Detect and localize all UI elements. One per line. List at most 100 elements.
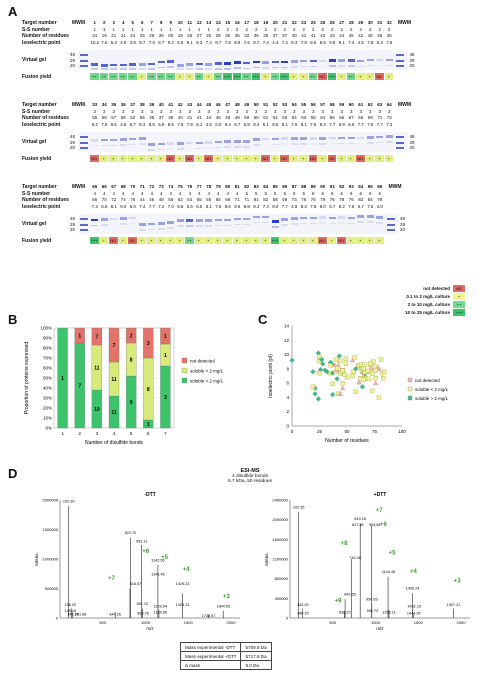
peak-label: 962.72	[367, 609, 379, 613]
gel-band-faint	[328, 65, 336, 67]
mass-value: 5717.6 Da	[240, 651, 272, 661]
pi-cell: 7.4	[262, 39, 269, 45]
peak-label: 954.83	[366, 597, 378, 601]
pi-cell: 7.3	[386, 121, 393, 127]
fusion-yield-cell: +	[337, 73, 347, 80]
legend-label: not detected	[190, 359, 215, 364]
ss-cell: 6	[369, 190, 372, 196]
peak-label: 953.11	[136, 539, 147, 543]
bar-segment	[125, 327, 137, 344]
res-cell: 36	[253, 33, 259, 38]
ss-cell: 1	[93, 26, 96, 32]
fusion-yield-cell: +	[109, 155, 119, 162]
res-cell: 46	[386, 33, 392, 38]
gel-band-faint	[157, 66, 165, 69]
gel-band	[243, 61, 250, 65]
ss-cell: 3	[340, 108, 343, 114]
y-tick-label: 2000000	[42, 498, 58, 503]
scatter-point-low	[310, 384, 316, 389]
gel-band	[214, 140, 222, 144]
y-tick-label: 800000	[275, 576, 289, 581]
ss-cell: 1	[131, 26, 134, 32]
gel-band	[252, 138, 260, 141]
marker-band	[80, 136, 88, 138]
ss-cell: 1	[207, 26, 210, 32]
bar-data-label: 10	[94, 407, 100, 413]
pi-cell: 6.7	[357, 203, 364, 209]
scatter-point-not-detected	[356, 379, 362, 385]
x-tick-label: 0	[291, 429, 294, 434]
gel-band	[319, 216, 326, 219]
charge-state-label: +6	[380, 522, 388, 528]
legend-swatch: +++	[453, 308, 465, 316]
pi-cell: 8.1	[300, 121, 307, 127]
ss-cell: 5	[283, 190, 286, 196]
bar-data-label: 9	[130, 400, 133, 406]
fusion-yield-cell: +	[327, 237, 337, 244]
ss-cell: 1	[188, 26, 191, 32]
marker-label-right: 29	[409, 58, 415, 63]
pi-cell: 7.6	[291, 121, 298, 127]
legend-label: 0.1 to 2 mg/L culture	[406, 293, 450, 299]
gel-band	[205, 219, 212, 222]
pi-cell: 9.2	[167, 39, 174, 45]
fusion-yield-cell: +++	[327, 73, 337, 80]
ss-cell: 2	[293, 26, 296, 32]
gel-band	[366, 215, 374, 218]
res-cell: 69	[282, 197, 288, 202]
legend-swatch	[181, 367, 188, 374]
ss-cell: 3	[378, 108, 381, 114]
ss-cell: 3	[188, 108, 191, 114]
gel-band-faint	[290, 223, 298, 225]
mass-label: Δ mass	[179, 660, 242, 670]
marker-label: 20	[70, 145, 76, 150]
gel-band-faint	[91, 68, 98, 70]
pi-cell: 6.1	[262, 121, 269, 127]
legend-swatch	[407, 386, 413, 392]
peak-label: 1429.23	[176, 582, 190, 586]
gel-band-faint	[138, 229, 146, 231]
fusion-yield-cell: ND	[337, 237, 347, 244]
gel-band-faint	[110, 223, 117, 226]
y-tick-label: 40%	[43, 386, 52, 391]
y-tick-label: 1200000	[272, 557, 288, 562]
charge-state-label: +7	[376, 508, 384, 514]
gel-band-faint	[138, 68, 146, 70]
row-label-pi: Isoelectric point	[22, 121, 61, 128]
ss-cell: 2	[340, 26, 343, 32]
fusion-yield-cell: +	[232, 155, 242, 162]
peak-label: 1431.15	[407, 604, 421, 608]
bar-data-label: 1	[164, 334, 167, 340]
res-cell: 46	[215, 115, 221, 120]
y-tick-label: 2400000	[272, 498, 288, 503]
pi-cell: 7.0	[167, 203, 174, 209]
fusion-yield-cell: ND	[375, 73, 385, 80]
targets-cell: 78	[206, 184, 212, 189]
ss-cell: 3	[207, 108, 210, 114]
res-cell: 50	[244, 115, 250, 120]
res-cell: 56	[101, 115, 107, 120]
ss-cell: 3	[150, 108, 153, 114]
pi-cell: 8.5	[272, 121, 279, 127]
gel-band-faint	[319, 65, 326, 68]
res-cell: 42	[320, 33, 326, 38]
legend-swatch: ++	[453, 300, 465, 308]
fusion-yield-cell: +++	[280, 73, 290, 80]
marker-label: 20	[70, 227, 76, 232]
ss-cell: 3	[331, 108, 334, 114]
ss-cell: 3	[217, 108, 220, 114]
scatter-point-low	[378, 357, 384, 362]
fusion-yield-cell: ++	[213, 73, 223, 80]
ss-cell: 1	[112, 26, 115, 32]
gel-band-faint	[319, 143, 326, 145]
gel-band-faint	[224, 68, 231, 70]
row-label-gel: Virtual gel	[22, 139, 47, 145]
ss-cell: 4	[236, 190, 239, 196]
gel-band	[129, 63, 136, 66]
gel-band-faint	[233, 146, 241, 148]
charge-state-label: +4	[410, 569, 418, 575]
gel-band-faint	[214, 146, 222, 149]
pi-cell: 9.1	[338, 39, 345, 45]
ss-cell: 2	[226, 26, 229, 32]
y-axis-label: Intens.	[34, 552, 39, 566]
